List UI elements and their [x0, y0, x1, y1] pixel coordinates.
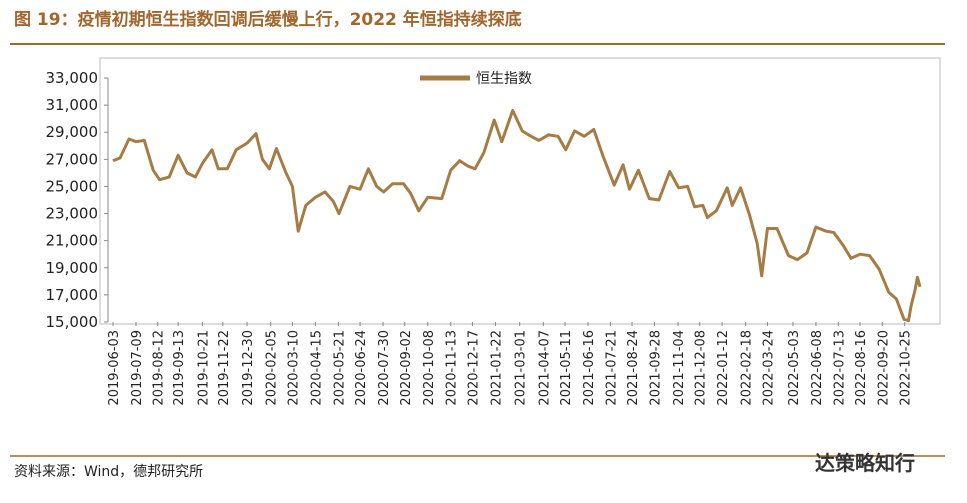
x-tick-label: 2019-07-09 — [130, 330, 145, 406]
x-tick-label: 2019-11-22 — [217, 330, 232, 406]
x-tick-label: 2020-09-02 — [399, 330, 414, 406]
y-tick-label: 21,000 — [46, 232, 99, 250]
x-tick-label: 2021-11-04 — [672, 330, 687, 406]
source: 资料来源：Wind，德邦研究所 — [14, 464, 203, 480]
x-tick-label: 2020-12-17 — [466, 330, 481, 406]
x-tick-label: 2022-08-16 — [854, 330, 869, 406]
y-tick-label: 23,000 — [46, 205, 99, 223]
y-tick-label: 25,000 — [46, 177, 99, 195]
x-tick-label: 2022-06-08 — [810, 330, 825, 406]
x-tick-label: 2019-09-13 — [172, 330, 187, 406]
x-tick-label: 2022-09-20 — [876, 330, 891, 406]
y-tick-label: 15,000 — [46, 313, 99, 331]
x-tick-label: 2020-10-08 — [422, 330, 437, 406]
x-tick-label: 2021-05-11 — [559, 330, 574, 406]
x-tick-label: 2019-06-03 — [107, 330, 122, 406]
x-tick-label: 2019-10-21 — [196, 330, 211, 406]
x-tick-label: 2019-08-12 — [152, 330, 167, 406]
x-tick-label: 2021-01-22 — [489, 330, 504, 406]
x-tick-label: 2021-06-16 — [582, 330, 597, 406]
watermark: 达策略知行 — [815, 451, 915, 475]
x-tick-label: 2022-01-12 — [716, 330, 731, 406]
x-tick-label: 2022-02-18 — [740, 330, 755, 406]
plot-frame — [99, 57, 941, 325]
x-tick-label: 2022-03-24 — [761, 330, 776, 406]
y-tick-label: 19,000 — [46, 259, 99, 277]
x-tick-label: 2020-03-10 — [286, 330, 301, 406]
y-tick-label: 27,000 — [46, 150, 99, 168]
x-tick-label: 2021-03-01 — [514, 330, 529, 406]
x-tick-label: 2021-04-07 — [537, 330, 552, 406]
line-series — [112, 109, 922, 323]
x-tick-label: 2020-11-13 — [445, 330, 460, 406]
x-tick-label: 2020-05-21 — [332, 330, 347, 406]
x-tick-label: 2022-07-13 — [832, 330, 847, 406]
x-tick-label: 2020-04-15 — [309, 330, 324, 406]
x-tick-label: 2021-08-24 — [626, 330, 641, 406]
x-tick-label: 2021-12-08 — [694, 330, 709, 406]
x-tick-label: 2020-02-05 — [265, 330, 280, 406]
y-tick-label: 33,000 — [46, 69, 99, 87]
x-tick-label: 2021-09-28 — [648, 330, 663, 406]
y-tick-label: 31,000 — [46, 96, 99, 114]
x-tick-label: 2020-07-30 — [377, 330, 392, 406]
x-tick-label: 2022-10-25 — [899, 330, 914, 406]
y-tick-label: 29,000 — [46, 123, 99, 141]
x-tick-label: 2022-05-03 — [787, 330, 802, 406]
chart-title: 图 19：疫情初期恒生指数回调后缓慢上行，2022 年恒指持续探底 — [14, 9, 522, 30]
x-tick-label: 2021-07-21 — [604, 330, 619, 406]
x-tick-label: 2019-12-30 — [241, 330, 256, 406]
legend-label: 恒生指数 — [476, 71, 532, 87]
y-tick-label: 17,000 — [46, 286, 99, 304]
x-tick-label: 2020-06-24 — [354, 330, 369, 406]
